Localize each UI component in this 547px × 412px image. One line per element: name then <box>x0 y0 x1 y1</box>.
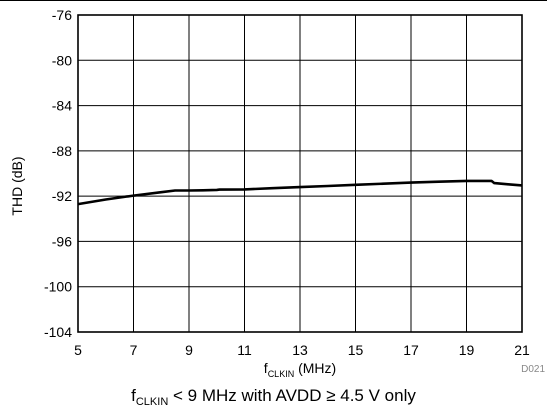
y-tick-label: -76 <box>52 7 72 23</box>
x-tick-label: 19 <box>459 342 475 358</box>
thd-series-line <box>77 179 523 206</box>
x-tick-label: 9 <box>185 342 193 358</box>
x-axis-label: fCLKIN (MHz) <box>264 360 336 379</box>
x-tick-label: 11 <box>237 342 252 358</box>
figure-id: D021 <box>521 364 545 375</box>
x-tick-label: 5 <box>74 342 82 358</box>
y-tick-label: -84 <box>52 98 72 114</box>
y-tick-label: -96 <box>52 233 72 249</box>
y-tick-label: -80 <box>52 52 72 68</box>
x-tick-label: 13 <box>292 342 308 358</box>
x-tick-labels: 5 7 9 11 13 15 17 19 21 <box>74 342 530 358</box>
y-tick-label: -100 <box>44 279 72 295</box>
series-group <box>77 179 523 206</box>
x-tick-label: 21 <box>514 342 530 358</box>
grid <box>77 14 523 333</box>
top-rule <box>0 0 547 1</box>
x-tick-label: 17 <box>403 342 419 358</box>
plot-frame <box>77 14 523 333</box>
x-tick-label: 7 <box>130 342 138 358</box>
y-tick-label: -104 <box>44 324 72 340</box>
y-tick-labels: -76 -80 -84 -88 -92 -96 -100 -104 <box>44 7 72 340</box>
thd-vs-fclkin-chart: -76 -80 -84 -88 -92 -96 -100 -104 5 7 9 11 13 15 17 19… <box>9 7 545 379</box>
chart-caption: fCLKIN < 9 MHz with AVDD ≥ 4.5 V only <box>131 386 416 408</box>
y-axis-label: THD (dB) <box>9 156 25 215</box>
x-tick-label: 15 <box>348 342 364 358</box>
y-tick-label: -92 <box>52 188 72 204</box>
y-tick-label: -88 <box>52 143 72 159</box>
